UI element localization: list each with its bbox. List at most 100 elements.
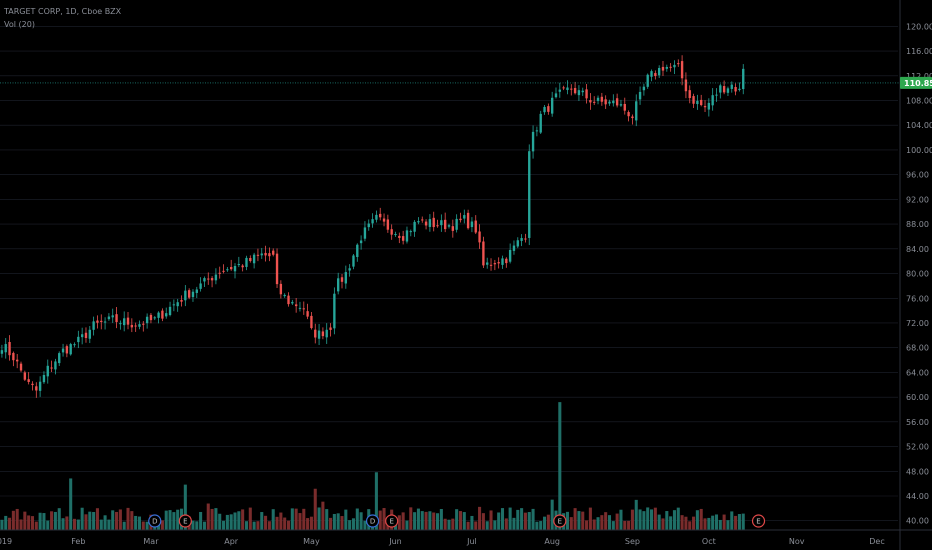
candle-body: [371, 219, 374, 224]
volume-bar: [137, 516, 142, 530]
candle-body: [96, 320, 99, 323]
price-axis-tick-label: 72.00: [906, 319, 929, 328]
volume-bar: [523, 512, 527, 530]
time-axis-tick-label: Sep: [625, 537, 640, 546]
event-marker-label: E: [756, 518, 760, 526]
volume-bar: [260, 512, 264, 530]
volume-bar: [164, 510, 168, 530]
candle-body: [493, 263, 497, 265]
volume-bar: [420, 511, 424, 530]
candle-body: [134, 325, 137, 327]
last-price-tag-label: 110.85: [904, 79, 932, 88]
volume-bar: [703, 518, 707, 530]
volume-bar: [359, 512, 363, 530]
candle-body: [165, 313, 168, 317]
volume-bar: [634, 499, 638, 530]
volume-bar: [527, 512, 531, 530]
volume-bar: [168, 510, 172, 530]
price-axis-tick-label: 108.00: [906, 97, 932, 106]
candle-body: [302, 308, 305, 310]
volume-bar: [615, 513, 619, 530]
candle-body: [336, 278, 340, 292]
volume-bar: [642, 511, 646, 530]
candle-body: [126, 317, 130, 325]
candle-body: [600, 96, 604, 102]
volume-bar: [730, 511, 734, 530]
candle-body: [84, 332, 88, 338]
candle-body: [207, 278, 210, 280]
event-marker: [148, 514, 162, 528]
candle-body: [16, 359, 19, 362]
volume-bar: [329, 517, 333, 530]
price-axis-tick-label: 76.00: [906, 294, 929, 303]
event-marker: [365, 514, 380, 528]
volume-bar: [107, 519, 111, 530]
volume-bar: [573, 508, 577, 530]
candle-body: [577, 90, 581, 96]
candle-body: [287, 295, 290, 305]
candle-body: [50, 367, 53, 369]
candle-body: [123, 318, 126, 326]
candle-body: [115, 314, 118, 323]
candle-body: [424, 221, 428, 226]
volume-bar: [546, 514, 550, 530]
candle-body: [61, 348, 65, 353]
price-axis-tick-label: 120.00: [906, 22, 932, 31]
candle-body: [226, 269, 229, 271]
candle-body: [581, 90, 584, 93]
candle-body: [562, 87, 565, 89]
volume-bar: [543, 516, 547, 530]
candle-body: [23, 372, 27, 380]
candle-body: [390, 229, 393, 235]
candle-body: [314, 329, 317, 338]
candle-body: [340, 277, 344, 282]
candle-body: [501, 258, 504, 265]
candle-body: [486, 262, 489, 265]
candle-body: [642, 86, 646, 91]
time-axis-tick-label: Aug: [544, 537, 560, 546]
chart-title: TARGET CORP, 1D, Cboe BZX: [4, 7, 122, 16]
volume-bar: [8, 517, 12, 530]
candle-body: [317, 330, 321, 339]
volume-bar: [397, 515, 401, 530]
volume-bar: [99, 519, 103, 530]
candle-body: [306, 311, 309, 317]
candle-body: [176, 302, 179, 307]
volume-bar: [351, 518, 355, 530]
volume-bar: [126, 507, 130, 530]
candle-body: [554, 93, 558, 98]
candle-body: [669, 66, 672, 68]
candle-body: [157, 312, 160, 318]
volume-bar: [474, 521, 478, 530]
volume-bar: [283, 517, 287, 530]
volume-bar: [61, 518, 65, 530]
candle-body: [294, 304, 298, 307]
last-price-tag: [900, 76, 932, 89]
volume-bar: [57, 508, 61, 530]
candle-body: [111, 315, 114, 318]
candle-body: [627, 112, 630, 117]
volume-bar: [248, 507, 252, 530]
volume-bar: [309, 516, 313, 530]
volume-bar: [122, 521, 126, 530]
volume-bar: [313, 488, 317, 530]
volume-bar: [497, 512, 501, 530]
volume-bar: [699, 508, 703, 530]
volume-bar: [585, 520, 589, 530]
volume-bar: [237, 511, 241, 530]
candle-body: [245, 257, 248, 267]
time-axis-tick-label: Oct: [702, 537, 716, 546]
candle-body: [203, 278, 206, 282]
candle-body: [0, 350, 4, 354]
volume-bar: [485, 521, 489, 530]
price-axis-tick-label: 116.00: [906, 47, 932, 56]
candle-body: [38, 381, 42, 391]
volume-bar: [439, 509, 443, 530]
candle-body: [272, 250, 275, 255]
candle-body: [547, 106, 550, 112]
candle-body: [589, 100, 592, 103]
volume-bar: [458, 511, 462, 530]
candle-body: [447, 225, 451, 227]
candle-body: [623, 103, 626, 111]
